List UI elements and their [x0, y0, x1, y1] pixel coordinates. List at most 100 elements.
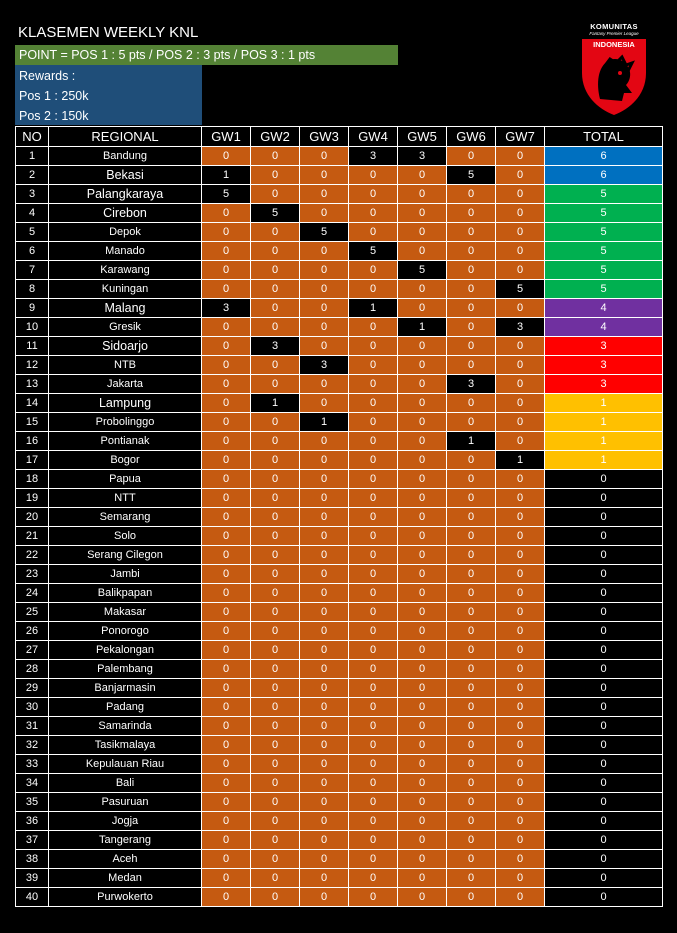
- gw5-points: 0: [397, 526, 447, 546]
- gw6-points: 0: [446, 450, 496, 470]
- gw7-points: 0: [495, 640, 545, 660]
- region-name: Jambi: [48, 564, 202, 584]
- gw3-points: 0: [299, 507, 349, 527]
- total-points: 0: [544, 507, 663, 527]
- region-name: Ponorogo: [48, 621, 202, 641]
- gw6-points: 0: [446, 222, 496, 242]
- gw7-points: 0: [495, 203, 545, 223]
- total-points: 1: [544, 393, 663, 413]
- gw4-points: 0: [348, 336, 398, 356]
- gw7-points: 0: [495, 298, 545, 318]
- table-row: 18 Papua 0 0 0 0 0 0 0 0: [15, 469, 663, 489]
- gw2-points: 0: [250, 754, 300, 774]
- total-points: 3: [544, 355, 663, 375]
- row-number: 18: [15, 469, 49, 489]
- gw1-points: 0: [201, 697, 251, 717]
- gw3-points: 0: [299, 659, 349, 679]
- region-name: Kuningan: [48, 279, 202, 299]
- table-row: 9 Malang 3 0 0 1 0 0 0 4: [15, 298, 663, 318]
- gw3-points: 0: [299, 640, 349, 660]
- gw6-points: 0: [446, 887, 496, 907]
- gw5-points: 0: [397, 184, 447, 204]
- gw3-points: 0: [299, 716, 349, 736]
- gw6-points: 0: [446, 526, 496, 546]
- table-header-row: NO REGIONAL GW1 GW2 GW3 GW4 GW5 GW6 GW7 …: [15, 126, 663, 147]
- row-number: 23: [15, 564, 49, 584]
- region-name: Bogor: [48, 450, 202, 470]
- gw6-points: 0: [446, 336, 496, 356]
- gw3-points: 0: [299, 488, 349, 508]
- table-row: 28 Palembang 0 0 0 0 0 0 0 0: [15, 659, 663, 679]
- total-points: 0: [544, 640, 663, 660]
- region-name: NTT: [48, 488, 202, 508]
- total-points: 0: [544, 488, 663, 508]
- table-row: 7 Karawang 0 0 0 0 5 0 0 5: [15, 260, 663, 280]
- gw7-points: 0: [495, 222, 545, 242]
- gw1-points: 0: [201, 640, 251, 660]
- gw5-points: 0: [397, 393, 447, 413]
- table-row: 14 Lampung 0 1 0 0 0 0 0 1: [15, 393, 663, 413]
- gw4-points: 0: [348, 279, 398, 299]
- gw5-points: 0: [397, 222, 447, 242]
- gw7-points: 1: [495, 450, 545, 470]
- gw2-points: 0: [250, 431, 300, 451]
- total-points: 5: [544, 260, 663, 280]
- gw2-points: 0: [250, 317, 300, 337]
- total-points: 0: [544, 792, 663, 812]
- gw7-points: 0: [495, 165, 545, 185]
- table-body: 1 Bandung 0 0 0 3 3 0 0 6 2 Bekasi 1 0 0 0 0 5 0 6 3 Palangka…: [15, 146, 663, 907]
- row-number: 12: [15, 355, 49, 375]
- col-header-gw3: GW3: [299, 126, 349, 147]
- gw5-points: 0: [397, 640, 447, 660]
- gw6-points: 0: [446, 317, 496, 337]
- gw7-points: 0: [495, 526, 545, 546]
- gw6-points: 0: [446, 355, 496, 375]
- gw7-points: 3: [495, 317, 545, 337]
- region-name: Jogja: [48, 811, 202, 831]
- gw5-points: 0: [397, 811, 447, 831]
- row-number: 34: [15, 773, 49, 793]
- row-number: 8: [15, 279, 49, 299]
- gw1-points: 0: [201, 602, 251, 622]
- region-name: Sidoarjo: [48, 336, 202, 356]
- region-name: Semarang: [48, 507, 202, 527]
- table-row: 27 Pekalongan 0 0 0 0 0 0 0 0: [15, 640, 663, 660]
- table-row: 40 Purwokerto 0 0 0 0 0 0 0 0: [15, 887, 663, 907]
- gw6-points: 0: [446, 735, 496, 755]
- gw3-points: 0: [299, 792, 349, 812]
- table-row: 39 Medan 0 0 0 0 0 0 0 0: [15, 868, 663, 888]
- gw2-points: 0: [250, 298, 300, 318]
- table-row: 37 Tangerang 0 0 0 0 0 0 0 0: [15, 830, 663, 850]
- gw5-points: 0: [397, 450, 447, 470]
- gw5-points: 0: [397, 431, 447, 451]
- gw4-points: 0: [348, 507, 398, 527]
- gw4-points: 0: [348, 222, 398, 242]
- gw7-points: 0: [495, 697, 545, 717]
- gw7-points: 0: [495, 602, 545, 622]
- gw4-points: 0: [348, 393, 398, 413]
- col-header-gw1: GW1: [201, 126, 251, 147]
- total-points: 5: [544, 184, 663, 204]
- row-number: 1: [15, 146, 49, 166]
- gw4-points: 5: [348, 241, 398, 261]
- gw6-points: 0: [446, 602, 496, 622]
- gw4-points: 0: [348, 184, 398, 204]
- gw4-points: 0: [348, 868, 398, 888]
- gw3-points: 0: [299, 203, 349, 223]
- row-number: 22: [15, 545, 49, 565]
- gw2-points: 0: [250, 716, 300, 736]
- table-row: 26 Ponorogo 0 0 0 0 0 0 0 0: [15, 621, 663, 641]
- region-name: Manado: [48, 241, 202, 261]
- gw2-points: 0: [250, 374, 300, 394]
- region-name: Jakarta: [48, 374, 202, 394]
- gw4-points: 0: [348, 431, 398, 451]
- row-number: 2: [15, 165, 49, 185]
- region-name: Pekalongan: [48, 640, 202, 660]
- gw5-points: 0: [397, 298, 447, 318]
- logo-text-sub: Fantasy Premier League: [589, 31, 639, 36]
- gw2-points: 1: [250, 393, 300, 413]
- table-row: 17 Bogor 0 0 0 0 0 0 1 1: [15, 450, 663, 470]
- gw7-points: 0: [495, 716, 545, 736]
- row-number: 35: [15, 792, 49, 812]
- gw4-points: 0: [348, 469, 398, 489]
